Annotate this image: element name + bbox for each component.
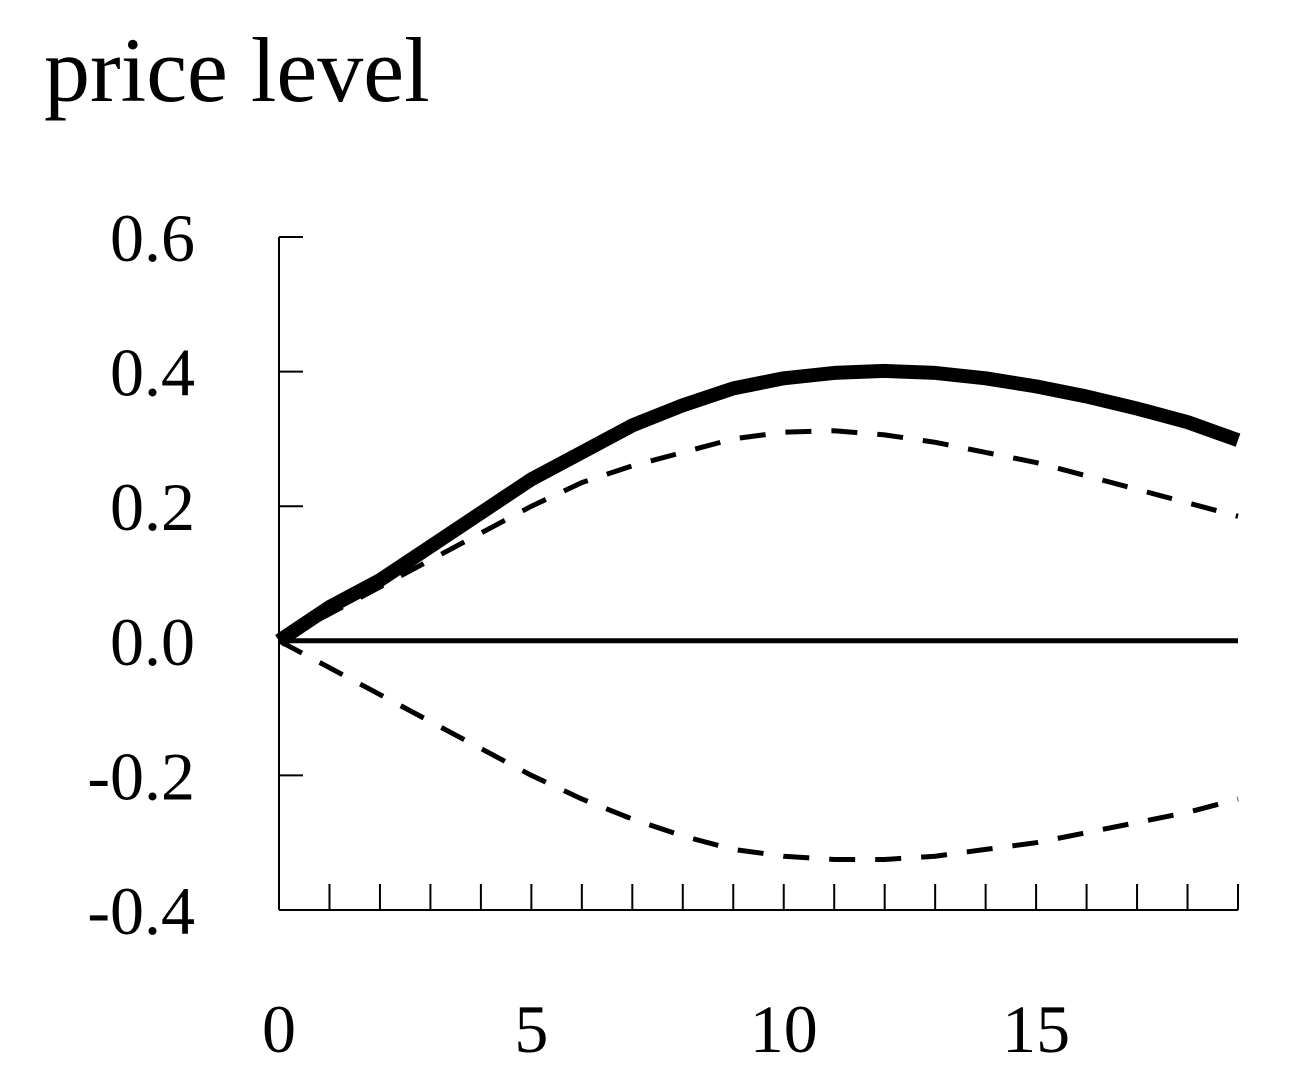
- y-tick-label: 0.4: [110, 335, 195, 411]
- series-upper-band: [277, 428, 1239, 644]
- axes: [278, 236, 1239, 911]
- x-tick-label: 0: [262, 991, 296, 1067]
- y-tick-label: 0.0: [110, 604, 195, 680]
- y-tick-label: 0.2: [110, 469, 195, 545]
- y-tick-label: -0.2: [87, 738, 195, 814]
- tick-labels: -0.4 -0.2 0.0 0.2 0.4 0.6 0 5 10 15: [87, 200, 1070, 1067]
- x-tick-label: 5: [514, 991, 548, 1067]
- y-tick-label: 0.6: [110, 200, 195, 276]
- y-tick-label: -0.4: [87, 873, 195, 949]
- chart-title: price level: [44, 19, 430, 121]
- x-tick-label: 15: [1002, 991, 1070, 1067]
- series-lower-band: [277, 638, 1239, 862]
- x-tick-label: 10: [750, 991, 818, 1067]
- series-point-estimate: [275, 363, 1241, 647]
- series-layer: [275, 363, 1241, 862]
